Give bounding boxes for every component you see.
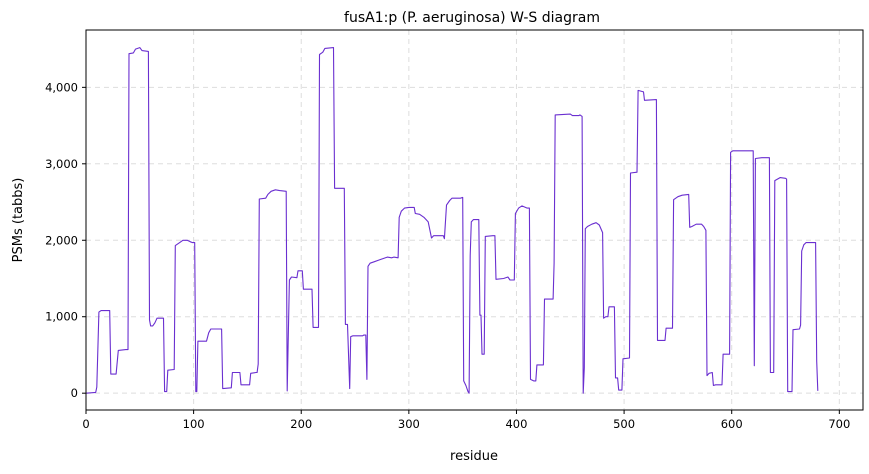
- y-axis-label: PSMs (tabbs): [11, 178, 26, 263]
- x-tick-label: 400: [505, 417, 527, 431]
- x-tick-label: 500: [613, 417, 635, 431]
- y-tick-label: 4,000: [45, 80, 78, 94]
- chart-title: fusA1:p (P. aeruginosa) W-S diagram: [344, 10, 600, 26]
- x-tick-label: 600: [721, 417, 743, 431]
- x-tick-label: 100: [183, 417, 205, 431]
- series-group: [85, 47, 819, 394]
- x-axis-ticks: 0 100 200 300 400 500 600 700: [82, 410, 850, 431]
- series-line: [85, 47, 819, 394]
- y-tick-label: 3,000: [45, 157, 78, 171]
- x-tick-label: 300: [398, 417, 420, 431]
- x-tick-label: 200: [290, 417, 312, 431]
- y-tick-label: 0: [71, 386, 78, 400]
- grid-lines: [85, 30, 863, 410]
- y-tick-label: 1,000: [45, 310, 78, 324]
- x-tick-label: 700: [828, 417, 850, 431]
- y-axis-ticks: 0 1,000 2,000 3,000 4,000: [45, 80, 86, 400]
- x-axis-label: residue: [450, 449, 498, 464]
- x-tick-label: 0: [82, 417, 89, 431]
- plot-frame: [85, 29, 864, 411]
- y-tick-label: 2,000: [45, 233, 78, 247]
